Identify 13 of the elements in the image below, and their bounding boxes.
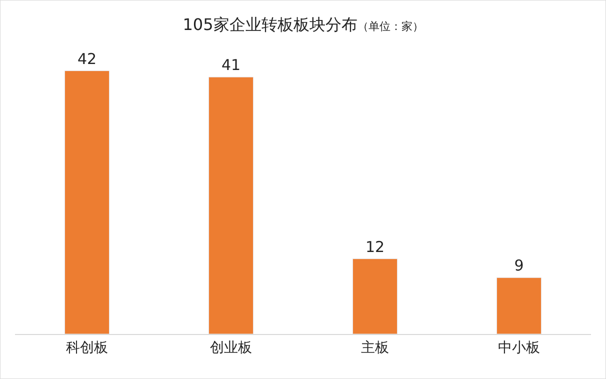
x-tick-label: 科创板 [66,340,108,356]
bar [64,70,110,334]
bar [496,277,542,334]
x-tick-label: 中小板 [498,340,540,356]
data-label: 12 [365,238,385,256]
data-label: 41 [221,56,241,74]
data-label: 42 [77,50,97,68]
x-tick-label: 主板 [361,340,389,356]
bar [208,76,254,334]
data-label: 9 [514,256,524,275]
x-tick-label: 创业板 [210,340,252,356]
chart-subtitle: （单位：家） [357,20,424,34]
bar [352,258,398,334]
